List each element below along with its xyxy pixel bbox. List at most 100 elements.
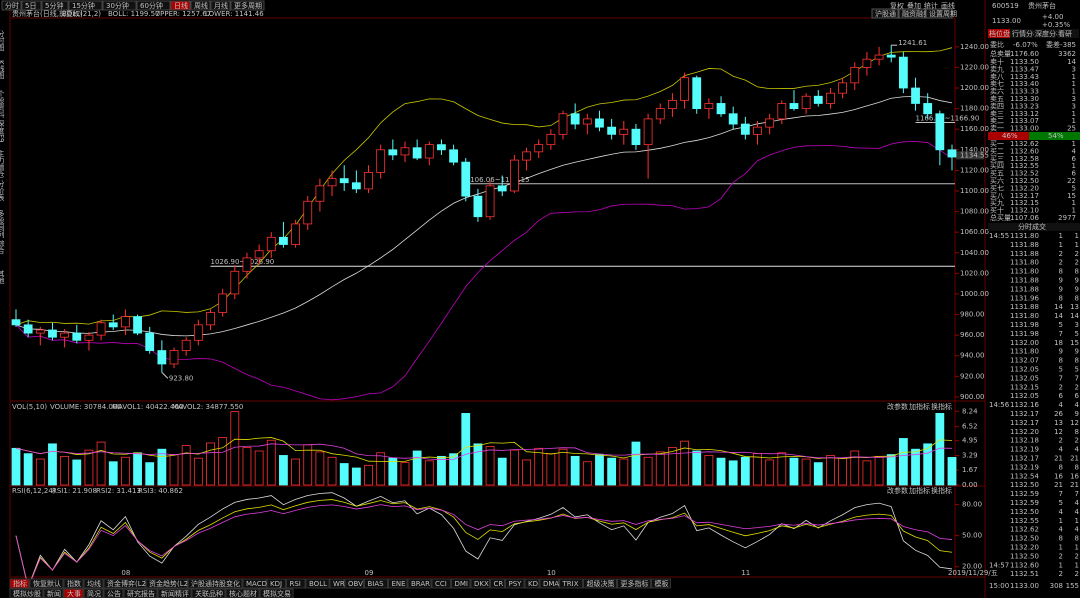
button-label[interactable]: 加指标 bbox=[909, 402, 930, 411]
tab-label[interactable]: 模板 bbox=[655, 579, 669, 588]
rsi3 bbox=[15, 504, 953, 589]
tool[interactable]: 叠加 bbox=[907, 1, 921, 10]
tab-label[interactable]: 日线 bbox=[174, 1, 188, 10]
trade-cell: 1 bbox=[1075, 544, 1079, 552]
side-tab[interactable]: K线图 bbox=[0, 60, 5, 80]
button-label[interactable]: 改参数 bbox=[887, 402, 908, 411]
tab-label[interactable]: 研究报告 bbox=[127, 589, 155, 598]
side-tab[interactable]: 个股资料 bbox=[0, 90, 5, 119]
book-cell: 1132.50 bbox=[1010, 177, 1039, 185]
tab-label[interactable]: DMA bbox=[543, 580, 559, 588]
annotation-line bbox=[161, 372, 169, 379]
tab-label[interactable]: WR bbox=[333, 580, 345, 588]
book-cell: 15 bbox=[1067, 192, 1076, 200]
book-cell: 卖八 bbox=[990, 73, 1004, 81]
tab-label[interactable]: BOLL bbox=[309, 580, 327, 588]
button-label[interactable]: 加指标 bbox=[909, 486, 930, 495]
candle-body bbox=[558, 113, 568, 135]
tab-label[interactable]: 沪股通持股变化 bbox=[191, 579, 240, 588]
tab-label[interactable]: 核心题材 bbox=[229, 589, 257, 598]
side-tab[interactable]: 多股同列 bbox=[0, 209, 5, 239]
tab-label[interactable]: 新闻精评 bbox=[161, 589, 189, 598]
trade-cell: 1132.05 bbox=[1010, 366, 1039, 374]
trade-cell: 14 bbox=[1070, 312, 1079, 320]
tab-label[interactable]: 深度分析 bbox=[1035, 29, 1063, 38]
tab-label[interactable]: 资金博弈(L2) bbox=[107, 579, 149, 588]
tab-label[interactable]: 资金趋势(L2) bbox=[149, 579, 191, 588]
side-tab[interactable]: 深度F9 bbox=[0, 119, 5, 142]
tab-label[interactable]: 分时 bbox=[5, 1, 19, 10]
tool[interactable]: 复权 bbox=[890, 1, 904, 10]
tab-label[interactable]: 周线 bbox=[194, 1, 208, 10]
button-label[interactable]: 换指标 bbox=[931, 486, 952, 495]
tab-label[interactable]: CCI bbox=[435, 580, 447, 588]
tab-label[interactable]: 15分钟 bbox=[72, 1, 95, 10]
y-tick-label: 80.00 bbox=[962, 501, 982, 509]
tab-label[interactable]: 大事 bbox=[67, 589, 81, 598]
tab-label[interactable]: PSY bbox=[509, 580, 523, 588]
level-label: 1106.06~1108.15 bbox=[466, 176, 530, 184]
tab-label[interactable]: 模拟炒股 bbox=[13, 589, 41, 598]
tab-label[interactable]: RSI bbox=[290, 580, 301, 588]
trade-cell: 9 bbox=[1075, 348, 1079, 356]
button-label[interactable]: 改参数 bbox=[887, 486, 908, 495]
tab-label[interactable]: 更多周期 bbox=[234, 1, 262, 10]
trade-cell: 1132.54 bbox=[1010, 472, 1039, 480]
tab-label[interactable]: 行情分析 bbox=[1012, 29, 1040, 38]
tab-label[interactable]: DMI bbox=[455, 580, 469, 588]
volume-bar bbox=[437, 455, 446, 486]
tab-label[interactable]: 月线 bbox=[214, 1, 228, 10]
tab-label[interactable]: TRIX bbox=[562, 580, 579, 588]
tab bbox=[286, 578, 306, 589]
side-tab[interactable]: 综合 bbox=[0, 239, 5, 255]
tab-label[interactable]: OBV bbox=[348, 580, 363, 588]
tab-label[interactable]: 公告 bbox=[107, 589, 121, 598]
tab-label[interactable]: 简况 bbox=[87, 589, 101, 598]
tab-label[interactable]: 30分钟 bbox=[106, 1, 129, 10]
button-label[interactable]: 换指标 bbox=[931, 402, 952, 411]
button-label[interactable]: 融资融券 bbox=[902, 9, 930, 18]
tab-label[interactable]: KDJ bbox=[270, 580, 282, 588]
book-cell: 1 bbox=[1072, 207, 1076, 215]
tab-label[interactable]: 指标 bbox=[13, 579, 27, 588]
tab-label[interactable]: 均线 bbox=[87, 579, 101, 588]
side-tab[interactable]: 其他 bbox=[0, 270, 5, 285]
rsi-header: RSI3: 40.862 bbox=[138, 487, 183, 495]
tab-label[interactable]: MACD bbox=[246, 580, 267, 588]
side-tab[interactable]: 分时图 bbox=[0, 29, 5, 52]
tab-label[interactable]: 关联品种 bbox=[195, 589, 223, 598]
tab-label[interactable]: 60分钟 bbox=[140, 1, 163, 10]
tab-label[interactable]: 档位盘口 bbox=[989, 29, 1017, 38]
tab-label[interactable]: 模拟交易 bbox=[263, 589, 291, 598]
tab bbox=[305, 578, 330, 589]
volume-bar bbox=[923, 443, 933, 486]
tab-label[interactable]: 更多指标 bbox=[621, 579, 649, 588]
tab-label[interactable]: ENE bbox=[392, 580, 406, 588]
button-label[interactable]: 沪股通 bbox=[875, 9, 896, 18]
tab-label[interactable]: 5分钟 bbox=[45, 1, 63, 10]
trade-cell: 6 bbox=[1059, 392, 1064, 400]
button-label[interactable]: 设置周期 bbox=[929, 9, 957, 18]
tab-label[interactable]: DKX bbox=[474, 580, 489, 588]
tab-label[interactable]: 超级决策 bbox=[587, 579, 615, 588]
tab-label[interactable]: KD bbox=[528, 580, 538, 588]
tab-label[interactable]: 5日 bbox=[25, 2, 36, 10]
tab-label[interactable]: BRAR bbox=[411, 580, 430, 588]
tool[interactable]: 画线 bbox=[941, 1, 955, 10]
tab-label[interactable]: CR bbox=[494, 580, 504, 588]
tab-label[interactable]: 看研 bbox=[1058, 30, 1072, 38]
side-tab[interactable]: 分价表 bbox=[0, 179, 5, 202]
tab-label[interactable]: 新闻 bbox=[47, 589, 61, 598]
trade-cell: 8 bbox=[1075, 535, 1079, 543]
tab-label[interactable]: 恢复默认 bbox=[33, 579, 61, 588]
tool[interactable]: 统计 bbox=[924, 1, 938, 10]
tab-label[interactable]: BIAS bbox=[368, 580, 385, 588]
tab bbox=[9, 578, 30, 589]
trade-cell: 1 bbox=[1059, 544, 1063, 552]
volume-bar bbox=[133, 452, 142, 486]
candle-body bbox=[680, 77, 689, 101]
volume-bar bbox=[753, 453, 762, 486]
side-tab[interactable]: 主力增仓 bbox=[0, 149, 5, 178]
volume-bar bbox=[935, 413, 945, 486]
tab-label[interactable]: 指数 bbox=[67, 579, 81, 588]
